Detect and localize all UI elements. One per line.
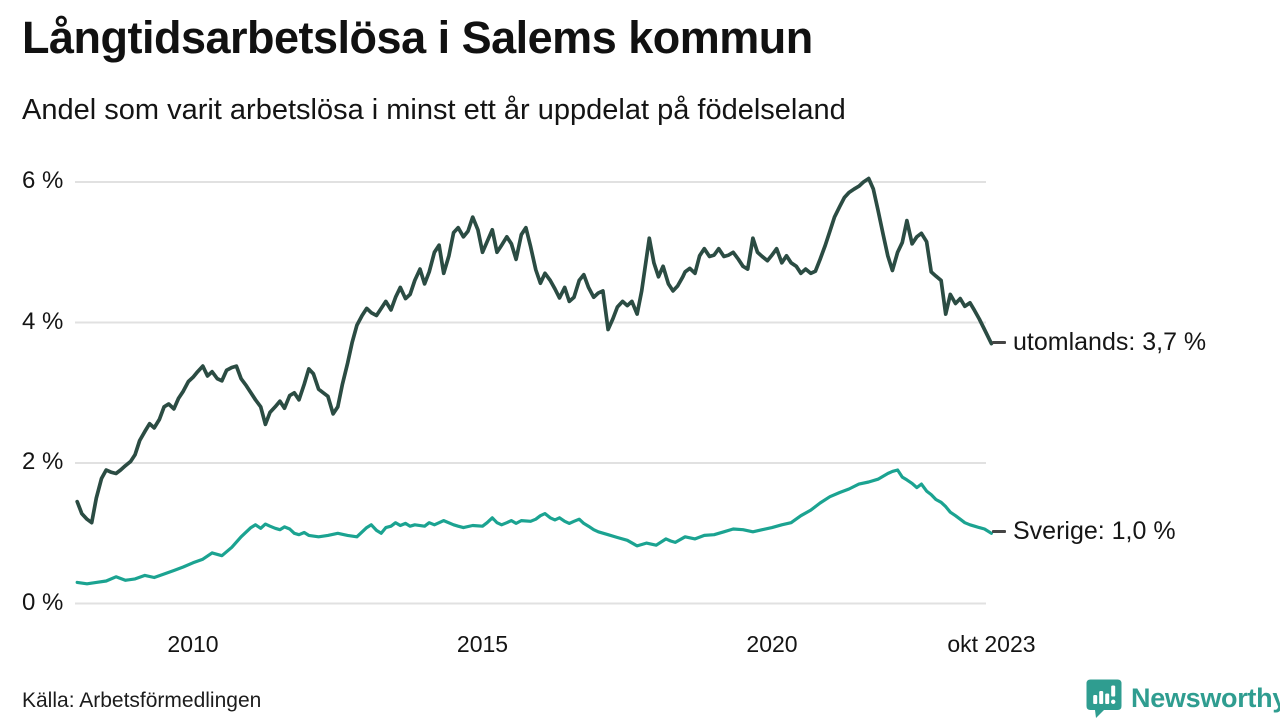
series-end-label-sverige: Sverige: 1,0 %: [992, 517, 1176, 546]
brand-name: Newsworthy: [1131, 683, 1280, 713]
chart-subtitle: Andel som varit arbetslösa i minst ett å…: [22, 94, 846, 126]
series-end-label-text: Sverige: 1,0 %: [1013, 517, 1176, 546]
series-end-label-utomlands: utomlands: 3,7 %: [992, 328, 1206, 357]
series-line-utomlands: [75, 176, 994, 525]
source-credit: Källa: Arbetsförmedlingen: [22, 689, 262, 712]
newsworthy-logo: Newsworthy: [1085, 678, 1280, 719]
chart-title: Långtidsarbetslösa i Salems kommun: [22, 12, 813, 63]
y-tick-label: 2 %: [22, 448, 64, 475]
label-connector-dash: [992, 530, 1006, 534]
series-end-label-text: utomlands: 3,7 %: [1013, 327, 1207, 356]
x-tick-label: 2010: [167, 631, 219, 657]
y-tick-label: 4 %: [22, 307, 64, 335]
x-tick-label: 2020: [746, 631, 798, 657]
y-tick-label: 0 %: [22, 588, 64, 616]
x-tick-label: okt 2023: [947, 631, 1036, 657]
x-tick-label: 2015: [456, 631, 509, 657]
bar-chart-pin-icon: [1085, 678, 1123, 719]
y-tick-label: 6 %: [22, 167, 64, 194]
series-line-Sverige: [75, 468, 994, 586]
label-connector-dash: [992, 340, 1006, 344]
